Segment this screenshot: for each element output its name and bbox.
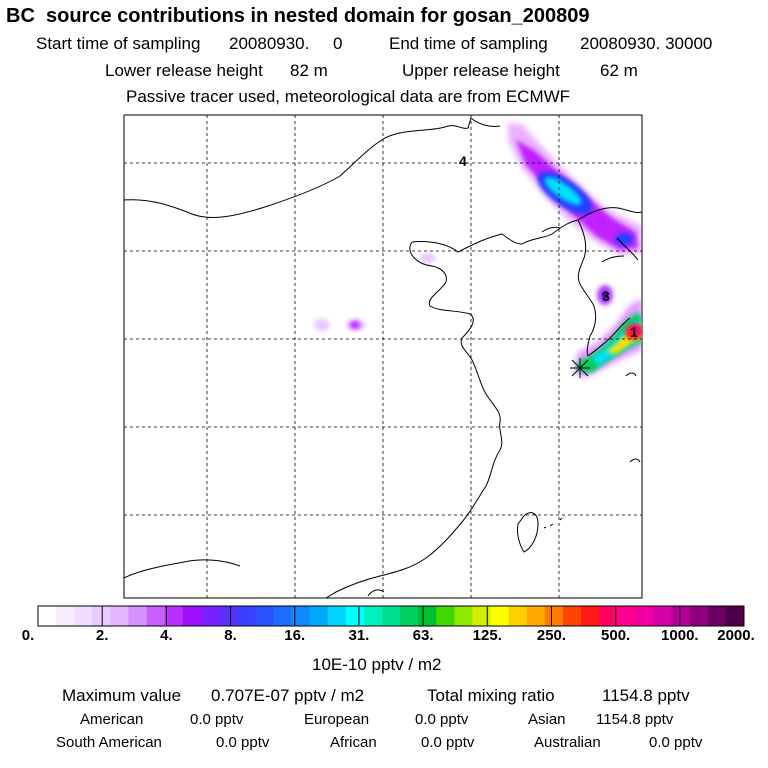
colorbar-swatch <box>110 606 130 626</box>
colorbar-swatch <box>327 606 347 626</box>
region-european-label: European <box>304 711 370 728</box>
colorbar-swatch <box>707 606 727 626</box>
region-american-value: 0.0 pptv <box>190 711 244 728</box>
colorbar-tick-label: 0. <box>21 627 35 644</box>
region-african-label: African <box>330 734 377 751</box>
end-time-value: 20080930. 30000 <box>580 34 713 53</box>
colorbar-swatch <box>92 606 111 626</box>
region-american-label: American <box>80 711 144 728</box>
colorbar-swatch <box>490 606 510 626</box>
colorbar-swatch <box>581 606 600 626</box>
end-time-label: End time of sampling <box>389 34 548 53</box>
colorbar-swatch <box>725 606 745 626</box>
grid-lines <box>124 115 642 598</box>
colorbar-swatch <box>38 606 57 626</box>
region-australian-value: 0.0 pptv <box>649 734 703 751</box>
region-australian-label: Australian <box>534 734 601 751</box>
region-south-american-label: South American <box>56 734 162 751</box>
coastlines-borders <box>124 117 642 598</box>
colorbar-swatch <box>544 606 564 626</box>
colorbar-swatch <box>508 606 528 626</box>
colorbar-tick-label: 500. <box>601 627 631 644</box>
map-panel: 4 3 1 <box>123 114 643 599</box>
colorbar-tick-label: 8. <box>224 627 237 644</box>
colorbar-tick-label: 1000. <box>661 627 699 644</box>
colorbar-tick-label: 4. <box>160 627 173 644</box>
colorbar-tick-label: 2. <box>95 627 109 644</box>
colorbar-swatch <box>526 606 546 626</box>
cluster-marker-1: 1 <box>630 324 638 340</box>
cluster-marker-4: 4 <box>459 153 467 169</box>
region-asian-label: Asian <box>528 711 566 728</box>
colorbar-swatch <box>418 606 437 626</box>
model-note: Passive tracer used, meteorological data… <box>126 87 571 106</box>
total-mixing-value: 1154.8 pptv <box>602 686 690 705</box>
colorbar-swatch <box>345 606 365 626</box>
colorbar-swatch <box>454 606 473 626</box>
colorbar-swatch <box>400 606 419 626</box>
colorbar-swatch <box>562 606 582 626</box>
colorbar-swatch <box>635 606 654 626</box>
plume-layer <box>314 123 642 378</box>
figure-title: BC source contributions in nested domain… <box>6 5 590 27</box>
colorbar-swatch <box>653 606 673 626</box>
colorbar-swatch <box>200 606 220 626</box>
colorbar-swatch <box>617 606 636 626</box>
region-european-value: 0.0 pptv <box>415 711 469 728</box>
colorbar-swatch <box>237 606 256 626</box>
cluster-marker-3: 3 <box>602 288 610 304</box>
start-time-label: Start time of sampling <box>36 34 201 53</box>
max-value-label: Maximum value <box>62 686 182 705</box>
max-value: 0.707E-07 pptv / m2 <box>211 686 365 705</box>
colorbar-swatch <box>381 606 401 626</box>
region-asian-value: 1154.8 pptv <box>596 711 674 728</box>
lower-height-label: Lower release height <box>105 61 263 80</box>
colorbar-swatch <box>219 606 238 626</box>
colorbar-tick-label: 31. <box>348 627 370 644</box>
colorbar-swatch <box>182 606 202 626</box>
colorbar-swatch <box>255 606 274 626</box>
lower-height-value: 82 m <box>290 61 328 80</box>
cluster-markers: 4 3 1 <box>459 153 638 340</box>
upper-height-label: Upper release height <box>402 61 560 80</box>
colorbar-swatch <box>146 606 166 626</box>
colorbar-swatch <box>164 606 184 626</box>
colorbar <box>37 605 745 627</box>
colorbar-swatch <box>128 606 148 626</box>
colorbar-swatch <box>56 606 75 626</box>
plume-north <box>508 123 642 255</box>
region-african-value: 0.0 pptv <box>421 734 475 751</box>
colorbar-tick-label: 250. <box>536 627 567 644</box>
colorbar-swatch <box>309 606 329 626</box>
region-south-american-value: 0.0 pptv <box>216 734 270 751</box>
start-time-value: 20080930. 0 <box>229 34 343 53</box>
plume-west <box>314 253 436 331</box>
colorbar-swatch <box>671 606 691 626</box>
colorbar-unit: 10E-10 pptv / m2 <box>312 655 442 674</box>
total-mixing-label: Total mixing ratio <box>427 686 555 705</box>
colorbar-tick-label: 125. <box>472 627 502 644</box>
colorbar-tick-label: 2000. <box>717 627 755 644</box>
colorbar-swatch <box>472 606 492 626</box>
colorbar-swatch <box>599 606 618 626</box>
colorbar-frame <box>37 605 745 627</box>
receptor-marker <box>570 358 590 378</box>
upper-height-value: 62 m <box>600 61 638 80</box>
colorbar-swatch <box>436 606 455 626</box>
colorbar-tick-label: 63. <box>412 627 434 644</box>
colorbar-swatch <box>74 606 93 626</box>
colorbar-swatch <box>689 606 709 626</box>
colorbar-swatch <box>363 606 383 626</box>
colorbar-swatch <box>291 606 311 626</box>
colorbar-tick-label: 16. <box>284 627 306 644</box>
colorbar-swatch <box>273 606 292 626</box>
plume-korea <box>597 285 613 305</box>
